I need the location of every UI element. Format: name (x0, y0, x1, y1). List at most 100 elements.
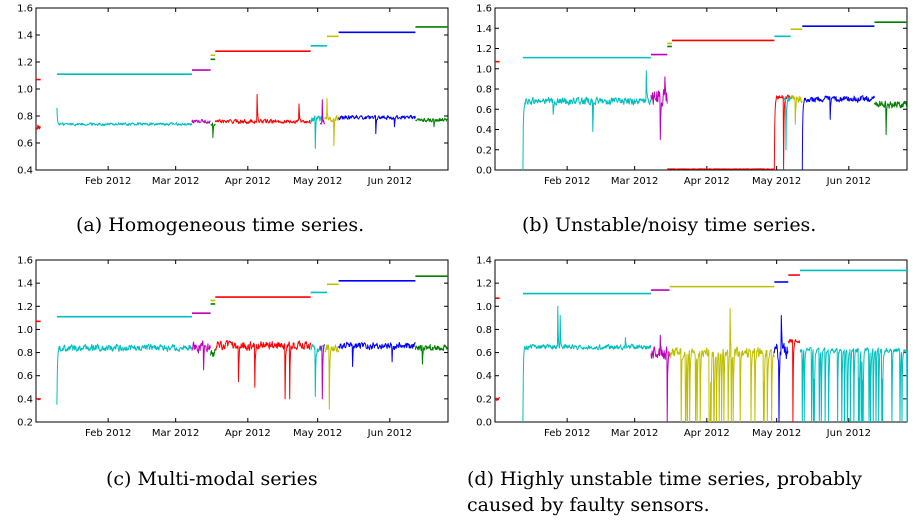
series-line-green (210, 349, 216, 358)
y-tick-label: 0.6 (476, 348, 492, 359)
x-tick-label: Feb 2012 (544, 428, 590, 439)
x-tick-label: Apr 2012 (225, 176, 271, 187)
y-tick-label: 1.6 (17, 256, 33, 267)
series-line-olive (669, 308, 775, 422)
chart-b: 0.0 0.2 0.4 0.6 0.8 1.0 1.2 1.4 1.6 Feb 2012 Mar 2… (476, 4, 908, 187)
x-tick-label: Mar 2012 (611, 176, 659, 187)
x-tick-label: Apr 2012 (684, 428, 730, 439)
series-line-cyan (56, 343, 193, 405)
x-tick-label: May 2012 (752, 428, 801, 439)
series-line-cyan (522, 305, 652, 422)
series-line-cyan (310, 115, 323, 149)
series-line-green (415, 117, 448, 128)
y-tick-label: 0.8 (476, 85, 492, 96)
x-tick-label: Mar 2012 (152, 428, 200, 439)
series-line-cyan (522, 70, 652, 170)
caption-c: (c) Multi-modal series (106, 468, 318, 490)
series-line-green (210, 122, 216, 139)
series-line-cyan (783, 96, 792, 151)
series-line-olive (324, 344, 340, 410)
series-line-blue (773, 315, 789, 422)
caption-b: (b) Unstable/noisy time series. (522, 214, 817, 236)
series-line-blue (801, 95, 875, 170)
y-tick-label: 1.0 (17, 85, 33, 96)
y-tick-label: 0.6 (17, 139, 33, 150)
y-tick-label: 1.6 (17, 4, 33, 15)
y-tick-label: 0.6 (476, 105, 492, 116)
series-line-red (36, 398, 42, 401)
y-tick-label: 1.0 (17, 325, 33, 336)
series-group (495, 21, 907, 170)
x-tick-label: Jun 2012 (826, 176, 871, 187)
x-tick-label: May 2012 (293, 176, 342, 187)
x-tick-label: Mar 2012 (611, 428, 659, 439)
series-line-magenta (319, 343, 326, 400)
chart-panel-b: 0.0 0.2 0.4 0.6 0.8 1.0 1.2 1.4 1.6 Feb 2012 Mar 2… (459, 0, 917, 250)
x-tick-label: Feb 2012 (85, 428, 131, 439)
plot-frame (494, 259, 908, 423)
y-tick-label: 0.8 (17, 348, 33, 359)
y-tick-label: 0.4 (476, 371, 492, 382)
y-tick-label: 1.0 (476, 302, 492, 313)
chart-a: 0.4 0.6 0.8 1.0 1.2 1.4 1.6 Feb 2012 Mar 2012 Apr… (17, 4, 449, 187)
series-group (495, 269, 907, 422)
series-line-blue (338, 341, 416, 367)
series-line-magenta (650, 334, 671, 422)
x-tick-label: May 2012 (293, 428, 342, 439)
y-tick-label: 0.6 (17, 371, 33, 382)
y-tick-label: 1.6 (476, 4, 492, 15)
chart-c: 0.2 0.4 0.6 0.8 1.0 1.2 1.4 1.6 Feb 2012 Mar 2012… (17, 256, 449, 439)
y-tick-label: 1.4 (476, 256, 492, 267)
y-tick-label: 0.4 (17, 394, 33, 405)
series-line-red (36, 124, 41, 130)
series-line-olive (790, 95, 803, 125)
x-tick-label: Feb 2012 (544, 176, 590, 187)
y-tick-label: 1.4 (17, 31, 33, 42)
caption-a: (a) Homogeneous time series. (76, 214, 365, 236)
x-tick-label: Jun 2012 (367, 428, 412, 439)
y-tick-label: 0.8 (476, 325, 492, 336)
plot-frame (35, 259, 449, 423)
x-tick-label: Jun 2012 (367, 176, 412, 187)
series-line-red (495, 396, 501, 401)
x-tick-label: Feb 2012 (85, 176, 131, 187)
series-line-cyan (310, 344, 326, 397)
series-line-red (667, 168, 775, 170)
y-tick-label: 0.0 (476, 418, 492, 429)
series-line-olive (324, 98, 340, 147)
series-line-magenta (319, 99, 326, 125)
caption-d: (d) Highly unstable time series, probabl… (467, 468, 863, 516)
series-line-red (214, 93, 312, 124)
y-tick-label: 1.4 (17, 279, 33, 290)
series-line-magenta (191, 340, 212, 371)
chart-panel-d: 0.0 0.2 0.4 0.6 0.8 1.0 1.2 1.4 Feb 2012 Mar 2012… (459, 252, 917, 522)
x-tick-label: Apr 2012 (225, 428, 271, 439)
plot-frame (494, 7, 908, 171)
series-line-cyan (56, 107, 193, 127)
x-tick-label: Apr 2012 (684, 176, 730, 187)
y-tick-label: 0.4 (17, 166, 33, 177)
series-group (36, 26, 448, 149)
chart-d: 0.0 0.2 0.4 0.6 0.8 1.0 1.2 1.4 Feb 2012 Mar 2012… (476, 256, 908, 439)
series-group (36, 275, 448, 410)
y-tick-label: 1.2 (476, 44, 492, 55)
x-tick-label: Mar 2012 (152, 176, 200, 187)
y-tick-label: 0.0 (476, 166, 492, 177)
series-line-magenta (191, 118, 211, 124)
y-tick-label: 1.4 (476, 24, 492, 35)
y-tick-label: 1.2 (476, 279, 492, 290)
series-line-green (873, 100, 907, 136)
y-tick-label: 0.2 (476, 394, 492, 405)
series-line-red (787, 339, 801, 422)
series-line-red (214, 340, 312, 400)
chart-panel-c: 0.2 0.4 0.6 0.8 1.0 1.2 1.4 1.6 Feb 2012 Mar 2012… (0, 252, 458, 502)
series-line-magenta (650, 76, 668, 141)
y-tick-label: 0.2 (476, 145, 492, 156)
series-line-cyan (799, 346, 907, 422)
y-tick-label: 0.8 (17, 112, 33, 123)
y-tick-label: 0.2 (17, 418, 33, 429)
series-line-blue (338, 114, 416, 135)
y-tick-label: 0.4 (476, 125, 492, 136)
y-tick-label: 1.2 (17, 58, 33, 69)
x-tick-label: May 2012 (752, 176, 801, 187)
